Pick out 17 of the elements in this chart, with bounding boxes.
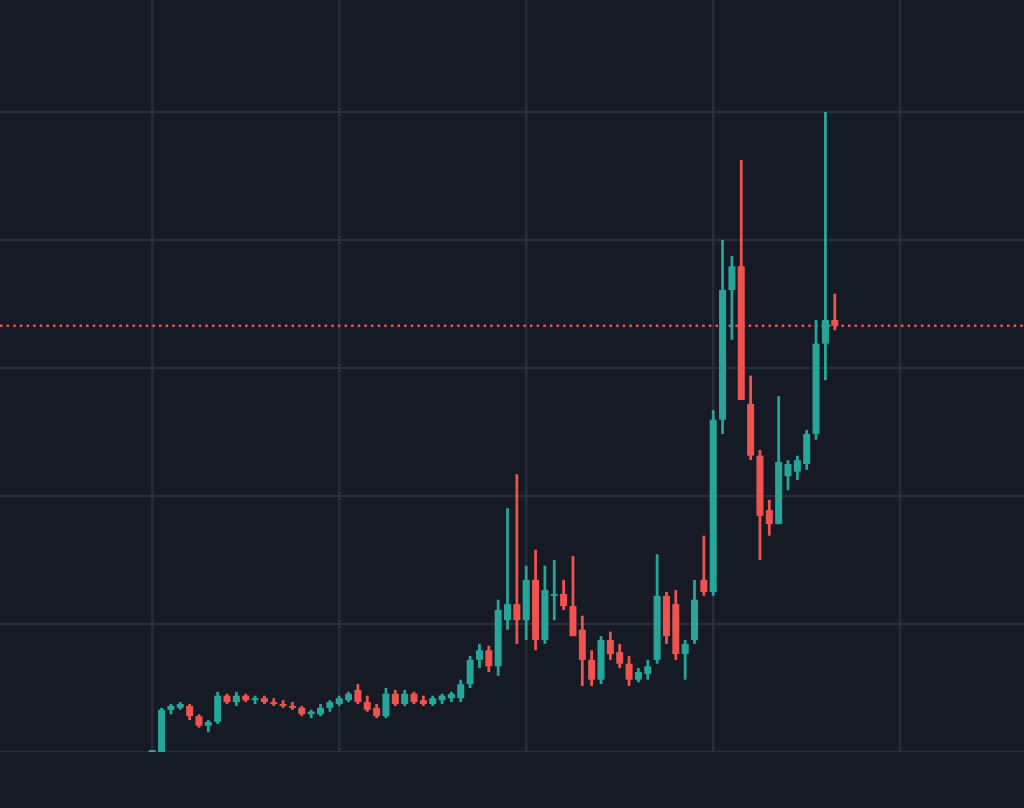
candlestick	[354, 682, 362, 706]
candlestick	[625, 654, 633, 688]
candlestick	[214, 690, 222, 726]
candlestick	[560, 578, 568, 612]
candlestick	[691, 578, 699, 646]
candlestick	[821, 110, 829, 382]
candlestick	[588, 648, 596, 688]
candlestick	[522, 564, 530, 642]
candlestick	[382, 686, 390, 720]
candlestick	[700, 534, 708, 598]
candlestick	[728, 254, 736, 342]
candlestick	[485, 644, 493, 674]
candlestick	[466, 654, 474, 690]
candlestick	[597, 634, 605, 686]
candlestick	[681, 638, 689, 682]
candlestick	[513, 472, 521, 646]
candlestick	[475, 642, 483, 670]
